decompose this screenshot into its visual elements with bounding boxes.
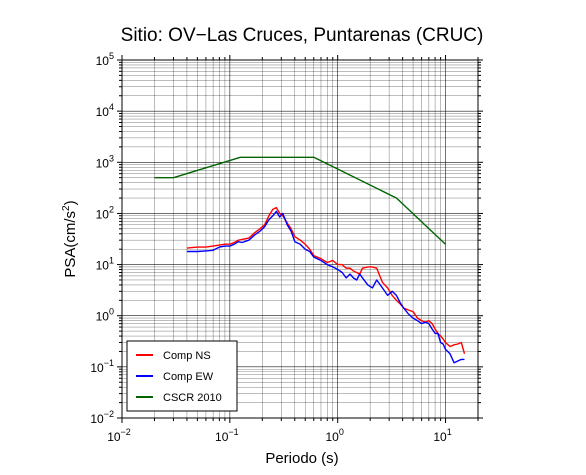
y-tick-label: 10−2 [90,409,114,426]
y-tick-label: 102 [96,204,114,221]
legend-label: CSCR 2010 [163,392,222,404]
y-axis-label: PSA(cm/s2) [61,200,79,277]
y-tick-exp: 1 [109,256,114,266]
legend-label: Comp EW [163,371,214,383]
x-tick-exp: −2 [121,427,131,437]
grid [121,59,479,419]
x-tick-label: 10−2 [107,427,131,444]
y-tick-label: 10−1 [90,358,114,375]
x-tick-exp: 1 [447,427,452,437]
y-axis-label-sup: 2 [61,205,72,211]
y-tick-base: 10 [96,54,110,68]
y-tick-label: 101 [96,256,114,273]
y-tick-base: 10 [96,156,110,170]
y-tick-base: 10 [96,207,110,221]
x-axis-label: Periodo (s) [265,450,338,467]
series-lines [154,156,466,364]
y-tick-base: 10 [90,412,104,426]
y-tick-label: 100 [96,307,114,324]
x-tick-base: 10 [433,430,447,444]
y-axis-label-end: ) [62,200,79,205]
x-tick-label: 100 [326,427,344,444]
y-tick-label: 105 [96,51,114,68]
y-tick-base: 10 [96,259,110,273]
y-tick-exp: 5 [109,51,114,61]
y-tick-label: 103 [96,153,114,170]
y-axis-label-main: PSA(cm/s [62,211,79,278]
x-tick-label: 10−1 [215,427,239,444]
y-tick-exp: 4 [109,102,114,112]
x-tick-base: 10 [215,430,229,444]
legend-label: Comp NS [163,350,211,362]
legend: Comp NS Comp EW CSCR 2010 [126,340,238,412]
x-tick-exp: −1 [228,427,238,437]
plot-frame [121,59,479,419]
y-tick-exp: −1 [104,358,114,368]
chart-title: Sitio: OV−Las Cruces, Puntarenas (CRUC) [121,25,484,46]
x-tick-labels: 10−2 10−1 100 101 [107,427,452,444]
y-tick-base: 10 [96,310,110,324]
x-tick-label: 101 [433,427,451,444]
y-tick-exp: 2 [109,204,114,214]
series-line-comp-ew [186,210,465,364]
x-tick-base: 10 [326,430,340,444]
x-tick-base: 10 [107,430,121,444]
y-tick-exp: 0 [109,307,114,317]
y-tick-label: 104 [96,102,114,119]
y-tick-exp: 3 [109,153,114,163]
series-line-cscr-2010 [154,156,446,245]
x-tick-exp: 0 [339,427,344,437]
axis-ticks [117,55,483,423]
y-tick-base: 10 [96,105,110,119]
y-tick-exp: −2 [104,409,114,419]
series-line-comp-ns [186,206,466,354]
y-tick-base: 10 [90,361,104,375]
